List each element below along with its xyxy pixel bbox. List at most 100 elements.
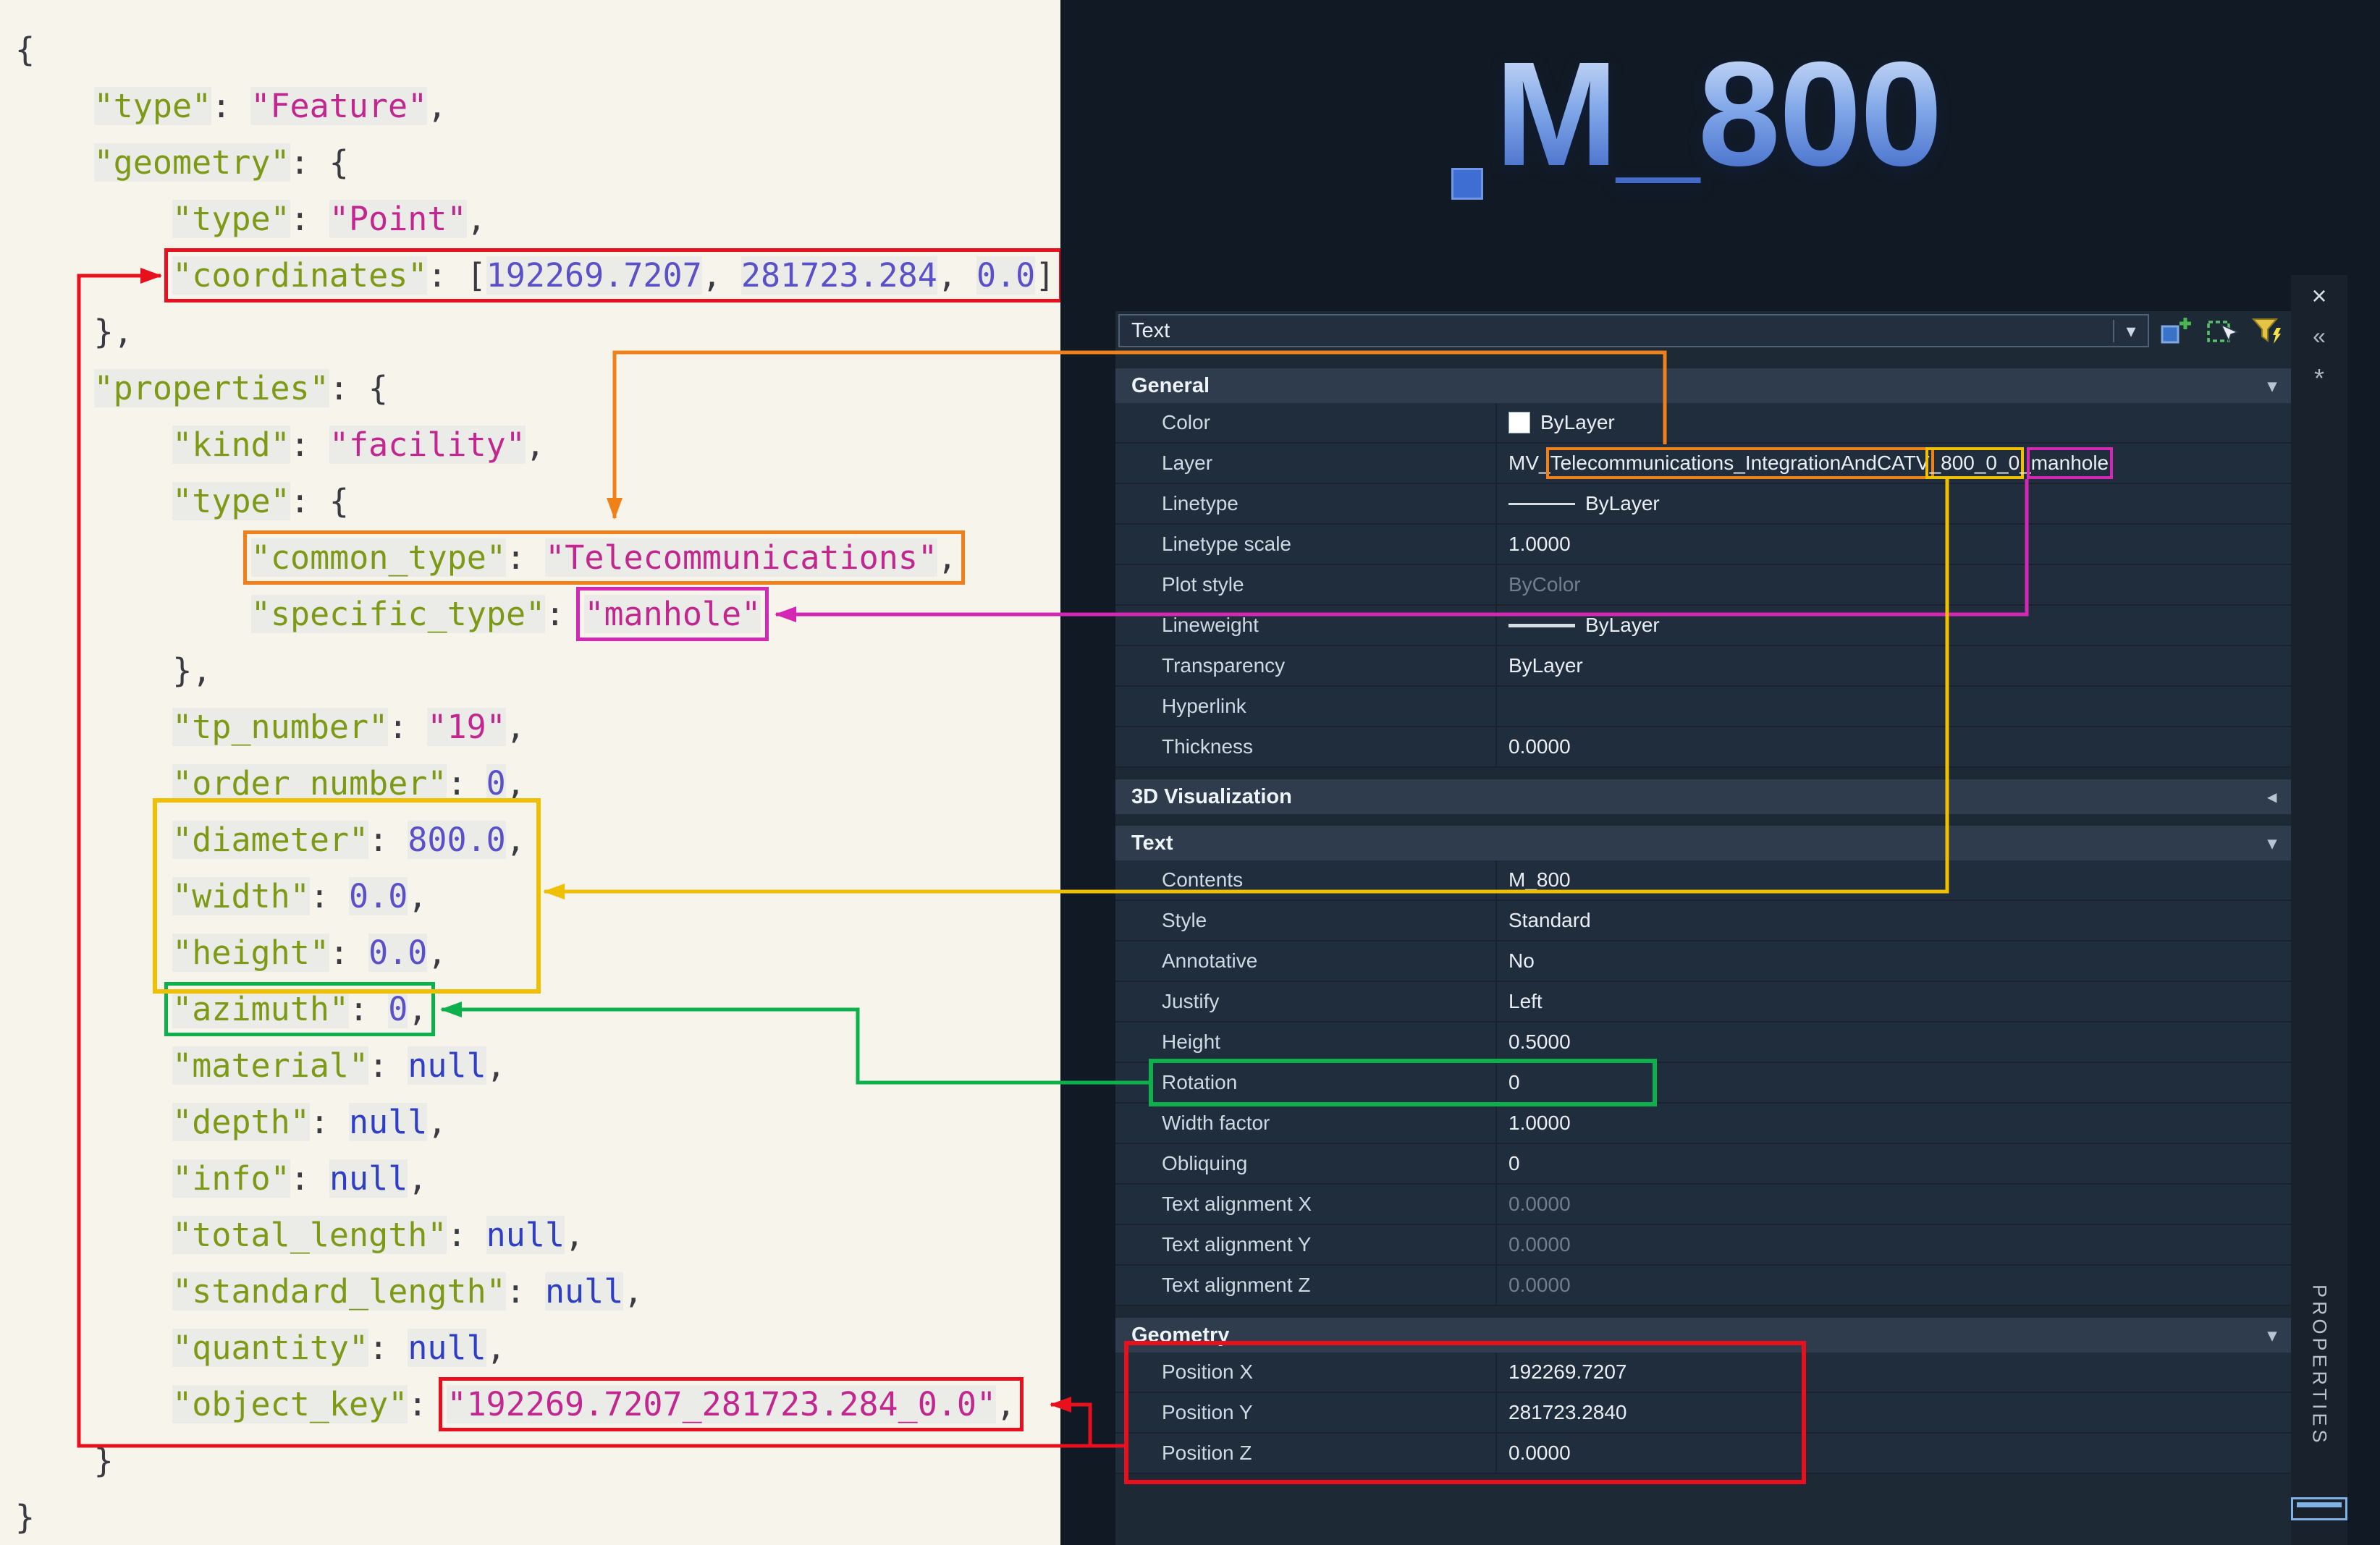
code-line: "geometry": { — [0, 135, 1060, 191]
code-token: : — [309, 877, 350, 915]
property-row-transparency[interactable]: Transparency ByLayer — [1115, 646, 2291, 687]
window-icon[interactable] — [2291, 1497, 2347, 1520]
value-text: 0.0000 — [1508, 1193, 1571, 1215]
code-line: "azimuth": 0, — [0, 981, 1060, 1038]
property-row-position-y[interactable]: Position Y 281723.2840 — [1115, 1393, 2291, 1434]
property-row-position-z[interactable]: Position Z 0.0000 — [1115, 1434, 2291, 1474]
pickadd-toggle-button[interactable] — [2158, 314, 2195, 347]
property-row-lineweight[interactable]: Lineweight ByLayer — [1115, 606, 2291, 646]
property-value[interactable]: 281723.2840 — [1495, 1393, 2291, 1432]
property-value[interactable]: 0.0000 — [1495, 1434, 2291, 1473]
property-value[interactable]: ByColor — [1495, 565, 2291, 604]
property-row-color[interactable]: Color ByLayer — [1115, 403, 2291, 444]
property-row-linetype[interactable]: Linetype ByLayer — [1115, 484, 2291, 525]
chevron-left-icon[interactable]: ◂ — [2267, 787, 2276, 807]
property-label: Linetype — [1162, 492, 1238, 515]
property-row-position-x[interactable]: Position X 192269.7207 — [1115, 1353, 2291, 1393]
code-token: , — [505, 764, 526, 803]
property-value[interactable]: Left — [1495, 982, 2291, 1021]
code-token: : — [447, 1216, 486, 1254]
code-token: , — [486, 1046, 506, 1085]
close-icon[interactable]: × — [2311, 281, 2327, 310]
code-line: }, — [0, 304, 1060, 360]
property-row-text-alignment-y[interactable]: Text alignment Y 0.0000 — [1115, 1225, 2291, 1266]
autocad-panel: M_800 Text ▾ — [1060, 0, 2380, 1545]
chevron-down-icon[interactable]: ▾ — [2267, 1325, 2276, 1345]
code-token: : — [447, 764, 486, 803]
property-value[interactable]: 0.0000 — [1495, 1225, 2291, 1264]
section-header-3d-visualization[interactable]: 3D Visualization ◂ — [1115, 779, 2291, 814]
code-token: : { — [290, 482, 350, 520]
property-row-linetype-scale[interactable]: Linetype scale 1.0000 — [1115, 525, 2291, 565]
property-row-rotation[interactable]: Rotation 0 — [1115, 1063, 2291, 1104]
property-row-text-alignment-z[interactable]: Text alignment Z 0.0000 — [1115, 1266, 2291, 1306]
value-text: ByLayer — [1540, 411, 1615, 433]
property-label: Position Y — [1162, 1401, 1253, 1423]
property-value[interactable]: MV_ Telecommunications_IntegrationAndCATV… — [1495, 444, 2291, 483]
property-value[interactable]: ByLayer — [1495, 606, 2291, 645]
section-header-geometry[interactable]: Geometry ▾ — [1115, 1318, 2291, 1353]
code-token: "type" — [172, 200, 290, 238]
property-value[interactable]: 0.5000 — [1495, 1023, 2291, 1062]
property-row-plot-style[interactable]: Plot style ByColor — [1115, 565, 2291, 606]
property-value[interactable]: Standard — [1495, 901, 2291, 940]
property-value[interactable]: 192269.7207 — [1495, 1353, 2291, 1392]
code-token: : — [368, 821, 408, 859]
property-row-height[interactable]: Height 0.5000 — [1115, 1023, 2291, 1063]
property-row-contents[interactable]: Contents M_800 — [1115, 860, 2291, 901]
select-objects-icon — [2207, 321, 2239, 343]
chevron-down-icon[interactable]: ▾ — [2113, 319, 2148, 342]
property-value[interactable] — [1495, 687, 2291, 726]
value-text: 0 — [1508, 1071, 1520, 1093]
property-value[interactable]: No — [1495, 941, 2291, 981]
property-value[interactable]: 0.0000 — [1495, 1185, 2291, 1224]
property-label: Linetype scale — [1162, 533, 1292, 555]
object-type-dropdown[interactable]: Text ▾ — [1118, 314, 2149, 347]
property-label: Text alignment Z — [1162, 1274, 1311, 1296]
select-objects-button[interactable] — [2203, 314, 2240, 347]
property-value[interactable]: 0.0000 — [1495, 727, 2291, 766]
property-row-justify[interactable]: Justify Left — [1115, 982, 2291, 1023]
autohide-icon[interactable]: « — [2313, 323, 2326, 349]
property-row-obliquing[interactable]: Obliquing 0 — [1115, 1144, 2291, 1185]
property-value[interactable]: 0 — [1495, 1063, 2291, 1102]
code-token: "common_type" — [250, 538, 506, 577]
chevron-down-icon[interactable]: ▾ — [2267, 833, 2276, 853]
code-token: 0.0 — [349, 877, 408, 915]
property-row-thickness[interactable]: Thickness 0.0000 — [1115, 727, 2291, 768]
property-row-layer[interactable]: Layer MV_ Telecommunications_IntegrationAn… — [1115, 444, 2291, 484]
code-token: : — [290, 1159, 329, 1198]
property-label: Hyperlink — [1162, 695, 1246, 717]
property-row-style[interactable]: Style Standard — [1115, 901, 2291, 941]
property-value[interactable]: 1.0000 — [1495, 1104, 2291, 1143]
code-line: { — [0, 22, 1060, 78]
property-value[interactable]: 1.0000 — [1495, 525, 2291, 564]
quick-select-button[interactable] — [2248, 314, 2285, 347]
property-value[interactable]: ByLayer — [1495, 646, 2291, 685]
property-row-width-factor[interactable]: Width factor 1.0000 — [1115, 1104, 2291, 1144]
property-value[interactable]: ByLayer — [1495, 403, 2291, 442]
code-token: , — [937, 256, 976, 295]
code-token: "standard_length" — [172, 1272, 506, 1311]
property-row-text-alignment-x[interactable]: Text alignment X 0.0000 — [1115, 1185, 2291, 1225]
code-token: } — [93, 1442, 114, 1480]
property-label: Layer — [1162, 452, 1213, 474]
code-token: null — [408, 1329, 486, 1367]
property-value[interactable]: 0.0000 — [1495, 1266, 2291, 1305]
property-value[interactable]: M_800 — [1495, 860, 2291, 900]
property-row-annotative[interactable]: Annotative No — [1115, 941, 2291, 982]
value-text: Left — [1508, 990, 1543, 1012]
value-text: 192269.7207 — [1508, 1360, 1627, 1383]
property-value[interactable]: ByLayer — [1495, 484, 2291, 523]
value-text: ByColor — [1508, 573, 1581, 596]
chevron-down-icon[interactable]: ▾ — [2267, 376, 2276, 396]
settings-icon[interactable]: * — [2313, 363, 2324, 393]
property-value[interactable]: 0 — [1495, 1144, 2291, 1183]
section-header-text[interactable]: Text ▾ — [1115, 826, 2291, 860]
property-row-hyperlink[interactable]: Hyperlink — [1115, 687, 2291, 727]
code-token: , — [427, 934, 447, 972]
code-token: "tp_number" — [172, 708, 389, 746]
text-insertion-grip[interactable] — [1451, 168, 1483, 200]
section-header-general[interactable]: General ▾ — [1115, 368, 2291, 403]
code-token: 192269.7207 — [486, 256, 702, 295]
